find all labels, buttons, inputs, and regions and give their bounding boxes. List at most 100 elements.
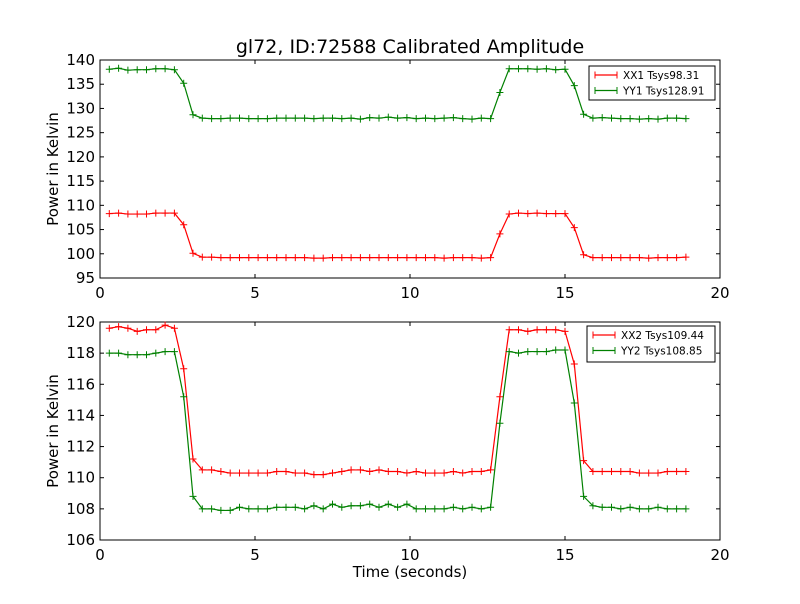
data-point-marker	[384, 467, 392, 475]
data-point-marker	[394, 114, 402, 122]
data-point-marker	[115, 323, 123, 331]
data-point-marker	[291, 254, 299, 262]
data-point-marker	[384, 113, 392, 121]
data-point-marker	[682, 505, 690, 513]
data-point-marker	[263, 469, 271, 477]
data-point-marker	[375, 254, 383, 262]
bottom-y-tick-label: 108	[66, 500, 95, 518]
data-point-marker	[329, 254, 336, 262]
data-point-marker	[366, 467, 374, 475]
data-point-marker	[635, 254, 643, 262]
bottom-y-tick-label: 114	[66, 406, 95, 424]
data-point-marker	[542, 326, 550, 334]
data-point-marker	[115, 209, 123, 217]
data-point-marker	[254, 254, 262, 262]
data-point-marker	[496, 419, 504, 427]
data-point-marker	[468, 254, 476, 262]
chart-title: gl72, ID:72588 Calibrated Amplitude	[236, 36, 584, 58]
data-point-marker	[338, 503, 346, 511]
data-point-marker	[608, 503, 615, 511]
data-point-marker	[440, 114, 448, 122]
data-point-marker	[561, 210, 569, 218]
data-point-marker	[524, 348, 532, 356]
data-point-marker	[468, 503, 476, 511]
bottom-y-tick-label: 110	[66, 469, 95, 487]
data-point-marker	[617, 467, 625, 475]
data-point-marker	[394, 254, 402, 262]
data-point-marker	[598, 503, 606, 511]
data-point-marker	[533, 348, 541, 356]
data-point-marker	[477, 254, 485, 262]
data-point-marker	[608, 467, 615, 475]
bottom-legend-swatch-marker	[592, 331, 616, 339]
data-point-marker	[561, 346, 569, 354]
data-point-marker	[431, 254, 439, 262]
data-point-marker	[338, 254, 346, 262]
data-point-marker	[152, 209, 160, 217]
data-point-marker	[570, 82, 578, 90]
data-point-marker	[226, 114, 234, 122]
data-point-marker	[412, 115, 420, 123]
data-point-marker	[673, 114, 681, 122]
bottom-series-2-markers	[105, 346, 690, 514]
data-point-marker	[673, 467, 681, 475]
data-point-marker	[273, 467, 281, 475]
bottom-legend-entry-label: XX2 Tsys109.44	[621, 330, 704, 342]
data-point-marker	[319, 471, 327, 479]
top-legend-entry-label: YY1 Tsys128.91	[622, 86, 704, 98]
data-point-marker	[589, 467, 597, 475]
data-point-marker	[301, 469, 309, 477]
data-point-marker	[626, 115, 634, 123]
data-point-marker	[552, 326, 560, 334]
data-point-marker	[617, 254, 625, 262]
data-point-marker	[143, 210, 150, 218]
data-point-marker	[403, 114, 411, 122]
bottom-y-tick-label: 112	[66, 438, 95, 456]
data-point-marker	[152, 65, 160, 73]
data-point-marker	[143, 351, 150, 359]
bottom-series-1-markers	[105, 321, 690, 479]
data-point-marker	[217, 254, 225, 262]
data-point-marker	[487, 503, 495, 511]
data-point-marker	[654, 115, 662, 123]
data-point-marker	[301, 505, 309, 513]
top-legend-swatch-marker	[594, 87, 618, 94]
data-point-marker	[189, 492, 197, 500]
top-series-2-markers	[105, 64, 690, 123]
data-point-marker	[375, 466, 383, 474]
data-point-marker	[533, 209, 541, 217]
data-point-marker	[682, 467, 690, 475]
data-point-marker	[645, 254, 653, 262]
data-point-marker	[635, 505, 643, 513]
data-point-marker	[515, 349, 522, 357]
data-point-marker	[310, 115, 318, 123]
data-point-marker	[152, 349, 160, 357]
top-y-tick-label: 95	[76, 269, 95, 287]
data-point-marker	[198, 253, 206, 261]
data-point-marker	[310, 254, 318, 262]
data-point-marker	[282, 503, 290, 511]
data-point-marker	[608, 114, 615, 122]
data-point-marker	[449, 254, 457, 262]
data-point-marker	[124, 210, 132, 218]
top-y-tick-label: 140	[66, 51, 95, 69]
data-point-marker	[524, 65, 532, 73]
data-point-marker	[673, 505, 681, 513]
data-point-marker	[598, 254, 606, 262]
data-point-marker	[542, 348, 550, 356]
data-point-marker	[580, 492, 588, 500]
data-point-marker	[663, 254, 671, 262]
data-point-marker	[329, 500, 336, 508]
data-point-marker	[403, 500, 411, 508]
top-legend-box	[588, 65, 716, 101]
data-point-marker	[226, 469, 234, 477]
top-y-tick-label: 115	[66, 172, 95, 190]
data-point-marker	[319, 114, 327, 122]
data-point-marker	[198, 505, 206, 513]
data-point-marker	[319, 254, 327, 262]
top-x-tick-label: 0	[95, 284, 105, 302]
data-point-marker	[366, 114, 374, 122]
data-point-marker	[468, 115, 476, 123]
data-point-marker	[329, 114, 336, 122]
data-point-marker	[561, 65, 569, 73]
